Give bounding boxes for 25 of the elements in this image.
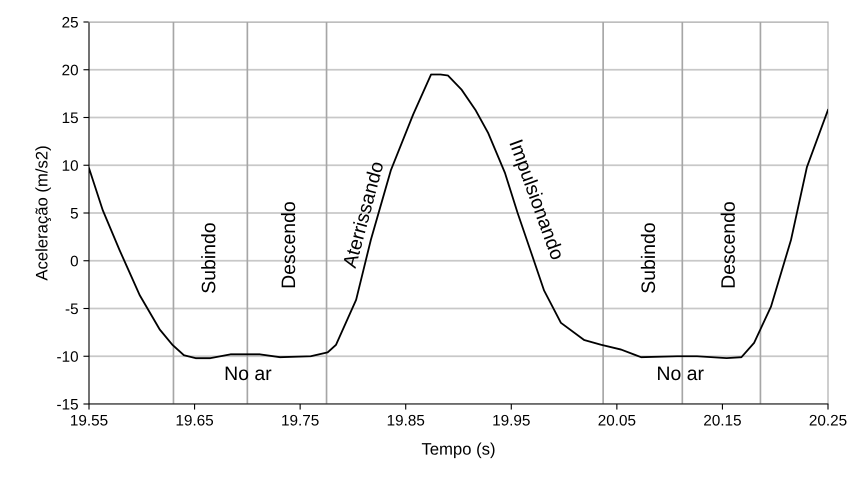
x-tick-label: 19.65: [176, 414, 214, 426]
annotation: No ar: [226, 366, 272, 380]
annotation: Descendo: [720, 202, 735, 288]
x-tick-label: 20.25: [810, 414, 846, 426]
y-tick-label: -10: [57, 351, 78, 362]
y-tick-label: 15: [62, 112, 78, 124]
y-tick-label: -5: [66, 304, 78, 314]
y-tick-label: -15: [57, 399, 78, 410]
y-tick-label: 25: [62, 16, 78, 28]
x-tick-label: 20.15: [704, 414, 741, 426]
annotation: No ar: [658, 366, 704, 380]
x-tick-label: 19.55: [71, 414, 108, 426]
x-tick-label: 19.85: [388, 414, 424, 426]
x-axis-title: Tempo (s): [422, 442, 495, 458]
y-axis-title: Aceleração (m/s2): [35, 146, 51, 281]
y-tick-label: 5: [70, 208, 78, 219]
annotation: Descendo: [280, 202, 296, 288]
annotation: Subindo: [640, 223, 656, 293]
annotation: Subindo: [201, 223, 216, 293]
x-tick-label: 20.05: [598, 414, 636, 426]
x-tick-label: 19.75: [282, 414, 319, 426]
y-tick-label: 0: [70, 256, 78, 266]
y-tick-label: 10: [62, 160, 78, 171]
x-tick-label: 19.95: [493, 414, 530, 426]
y-tick-label: 20: [62, 64, 78, 76]
